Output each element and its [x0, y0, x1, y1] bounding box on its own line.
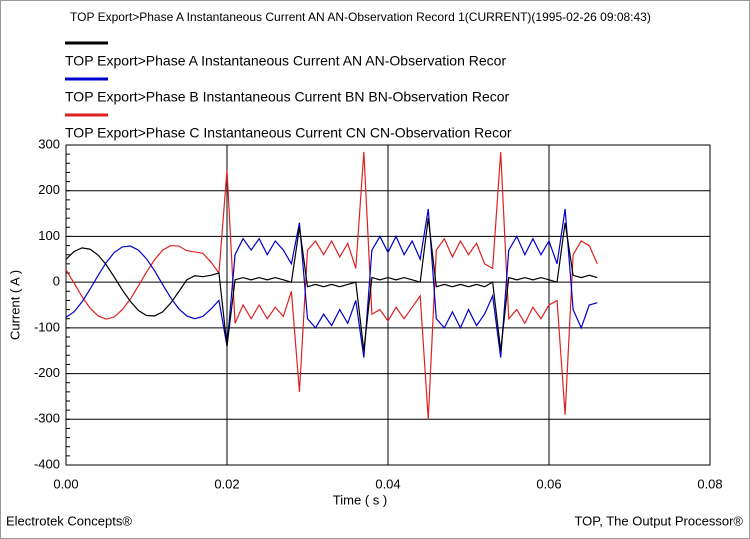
y-tick-label: 200 [38, 182, 60, 197]
plot-frame [65, 144, 711, 466]
series-line [65, 208, 598, 358]
y-tick-label: -200 [34, 365, 60, 380]
chart-title: TOP Export>Phase A Instantaneous Current… [70, 10, 651, 24]
series-line [65, 151, 598, 420]
x-tick-label: 0.06 [536, 476, 561, 491]
x-tick-label: 0.08 [697, 476, 722, 491]
x-tick-label: 0.04 [375, 476, 400, 491]
legend-label: TOP Export>Phase A Instantaneous Current… [65, 53, 506, 69]
footer-left: Electrotek Concepts® [6, 513, 132, 528]
y-axis-label: Current ( A ) [7, 270, 22, 340]
y-tick-label: -100 [34, 319, 60, 334]
y-tick-label: -400 [34, 456, 60, 471]
legend-label: TOP Export>Phase C Instantaneous Current… [65, 125, 512, 141]
y-tick-label: 100 [38, 228, 60, 243]
y-tick-label: 300 [38, 136, 60, 151]
y-tick-label: -300 [34, 411, 60, 426]
x-tick-label: 0.02 [214, 476, 239, 491]
x-axis-label: Time ( s ) [333, 492, 387, 507]
legend-label: TOP Export>Phase B Instantaneous Current… [65, 89, 510, 105]
series-line [65, 218, 598, 351]
y-tick-label: 0 [53, 274, 60, 289]
x-tick-label: 0.00 [53, 476, 78, 491]
footer-right: TOP, The Output Processor® [574, 513, 743, 528]
